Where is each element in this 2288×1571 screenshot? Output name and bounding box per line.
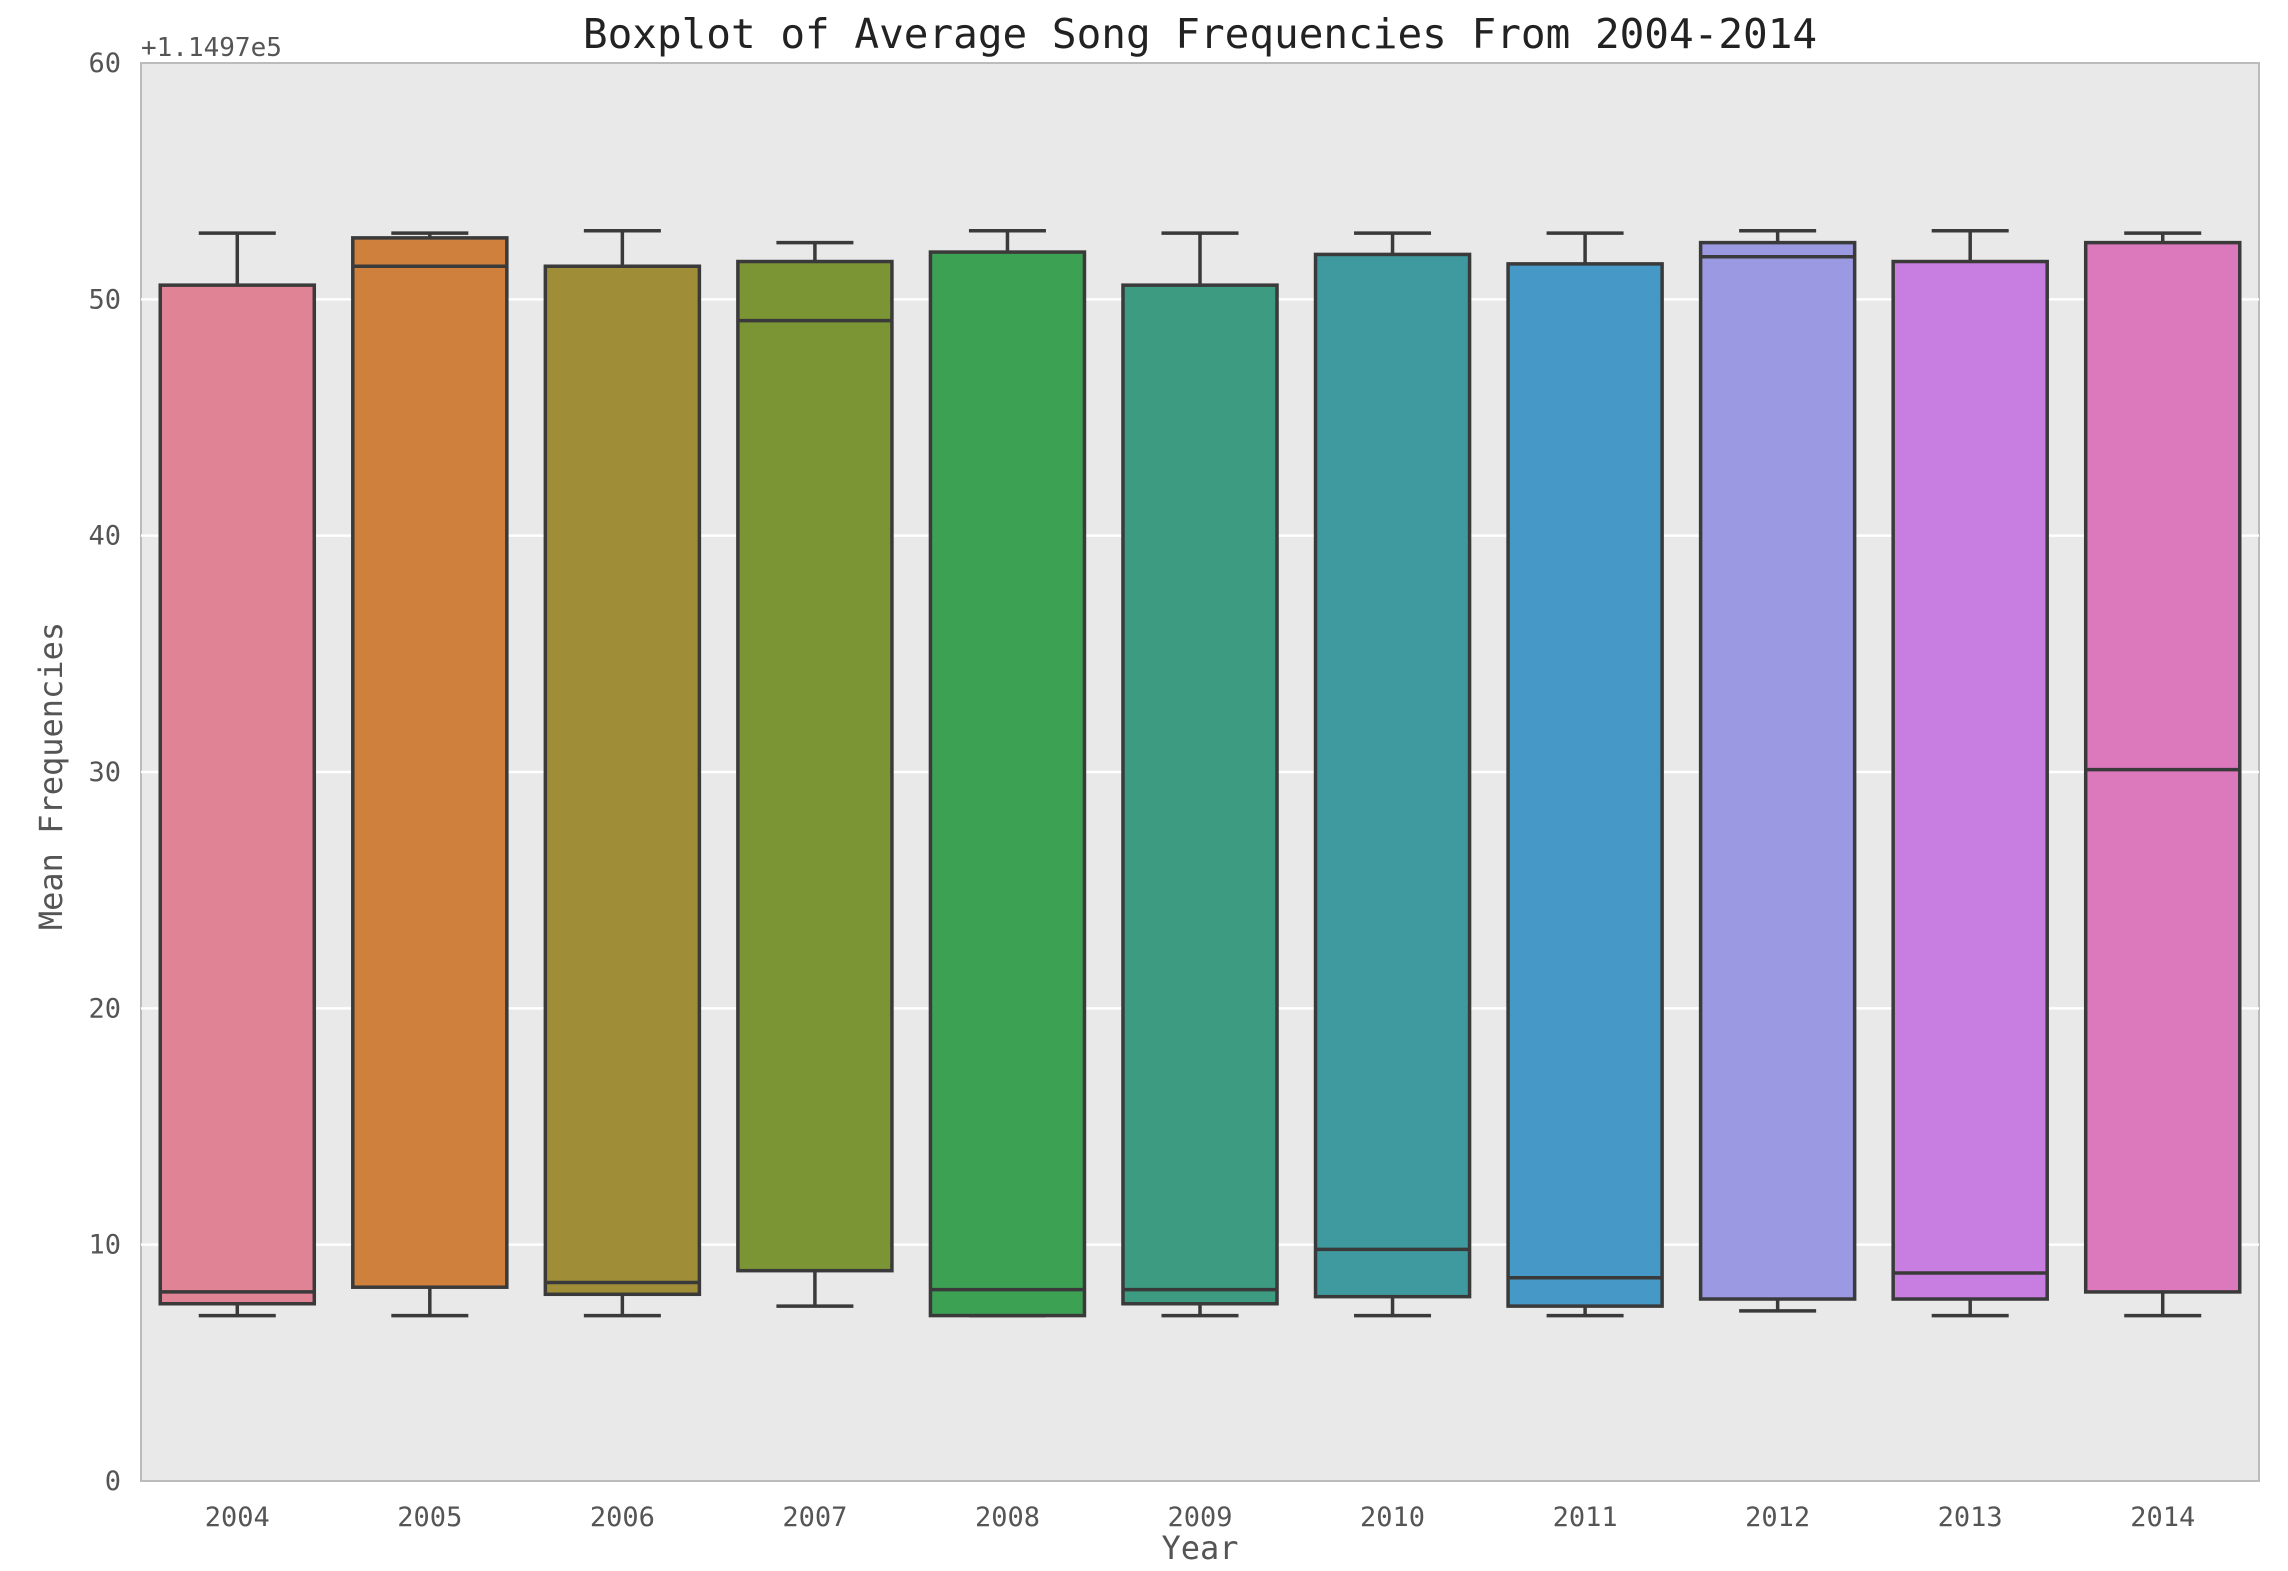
box-iqr — [158, 283, 317, 1306]
y-tick-label: 0 — [105, 1466, 121, 1497]
box-2013 — [1891, 229, 2049, 1318]
chart-title: Boxplot of Average Song Frequencies From… — [583, 10, 1817, 58]
y-tick-label: 20 — [88, 993, 121, 1024]
box-2005 — [351, 231, 509, 1318]
box-2014 — [2083, 231, 2242, 1318]
box-2007 — [736, 240, 894, 1308]
box-2009 — [1121, 231, 1279, 1318]
box-iqr — [2083, 240, 2242, 1294]
box-2004 — [158, 231, 317, 1318]
y-offset-label: +1.1497e5 — [141, 33, 282, 63]
x-tick-label: 2009 — [1167, 1502, 1232, 1533]
box-2010 — [1313, 231, 1472, 1318]
y-axis-ticks: 0 10 20 30 40 50 60 — [88, 48, 121, 1497]
y-tick-label: 30 — [88, 757, 121, 788]
y-axis-label: Mean Frequencies — [32, 622, 70, 930]
box-iqr — [736, 259, 894, 1273]
x-tick-label: 2005 — [397, 1502, 462, 1533]
box-2006 — [543, 229, 702, 1318]
box-2008 — [928, 229, 1087, 1318]
box-group — [158, 229, 2242, 1318]
box-2011 — [1506, 231, 1664, 1318]
box-2012 — [1698, 229, 1857, 1313]
x-tick-label: 2012 — [1745, 1502, 1810, 1533]
box-iqr — [543, 264, 702, 1297]
x-tick-label: 2011 — [1553, 1502, 1618, 1533]
box-iqr — [351, 236, 509, 1289]
x-tick-label: 2014 — [2130, 1502, 2195, 1533]
x-tick-label: 2004 — [205, 1502, 270, 1533]
box-iqr — [928, 250, 1087, 1318]
x-axis-label: Year — [1161, 1529, 1238, 1567]
y-tick-label: 50 — [88, 284, 121, 315]
x-axis-ticks: 2004 2005 2006 2007 2008 2009 2010 2011 2012 2013… — [205, 1502, 2195, 1533]
x-tick-label: 2007 — [782, 1502, 847, 1533]
x-tick-label: 2006 — [590, 1502, 655, 1533]
y-tick-label: 60 — [88, 48, 121, 79]
x-tick-label: 2010 — [1360, 1502, 1425, 1533]
x-tick-label: 2013 — [1938, 1502, 2003, 1533]
box-iqr — [1891, 259, 2049, 1301]
box-iqr — [1121, 283, 1279, 1306]
y-tick-label: 40 — [88, 521, 121, 552]
box-iqr — [1698, 240, 1857, 1301]
box-iqr — [1313, 252, 1472, 1299]
x-tick-label: 2008 — [975, 1502, 1040, 1533]
y-tick-label: 10 — [88, 1230, 121, 1261]
box-iqr — [1506, 262, 1664, 1308]
